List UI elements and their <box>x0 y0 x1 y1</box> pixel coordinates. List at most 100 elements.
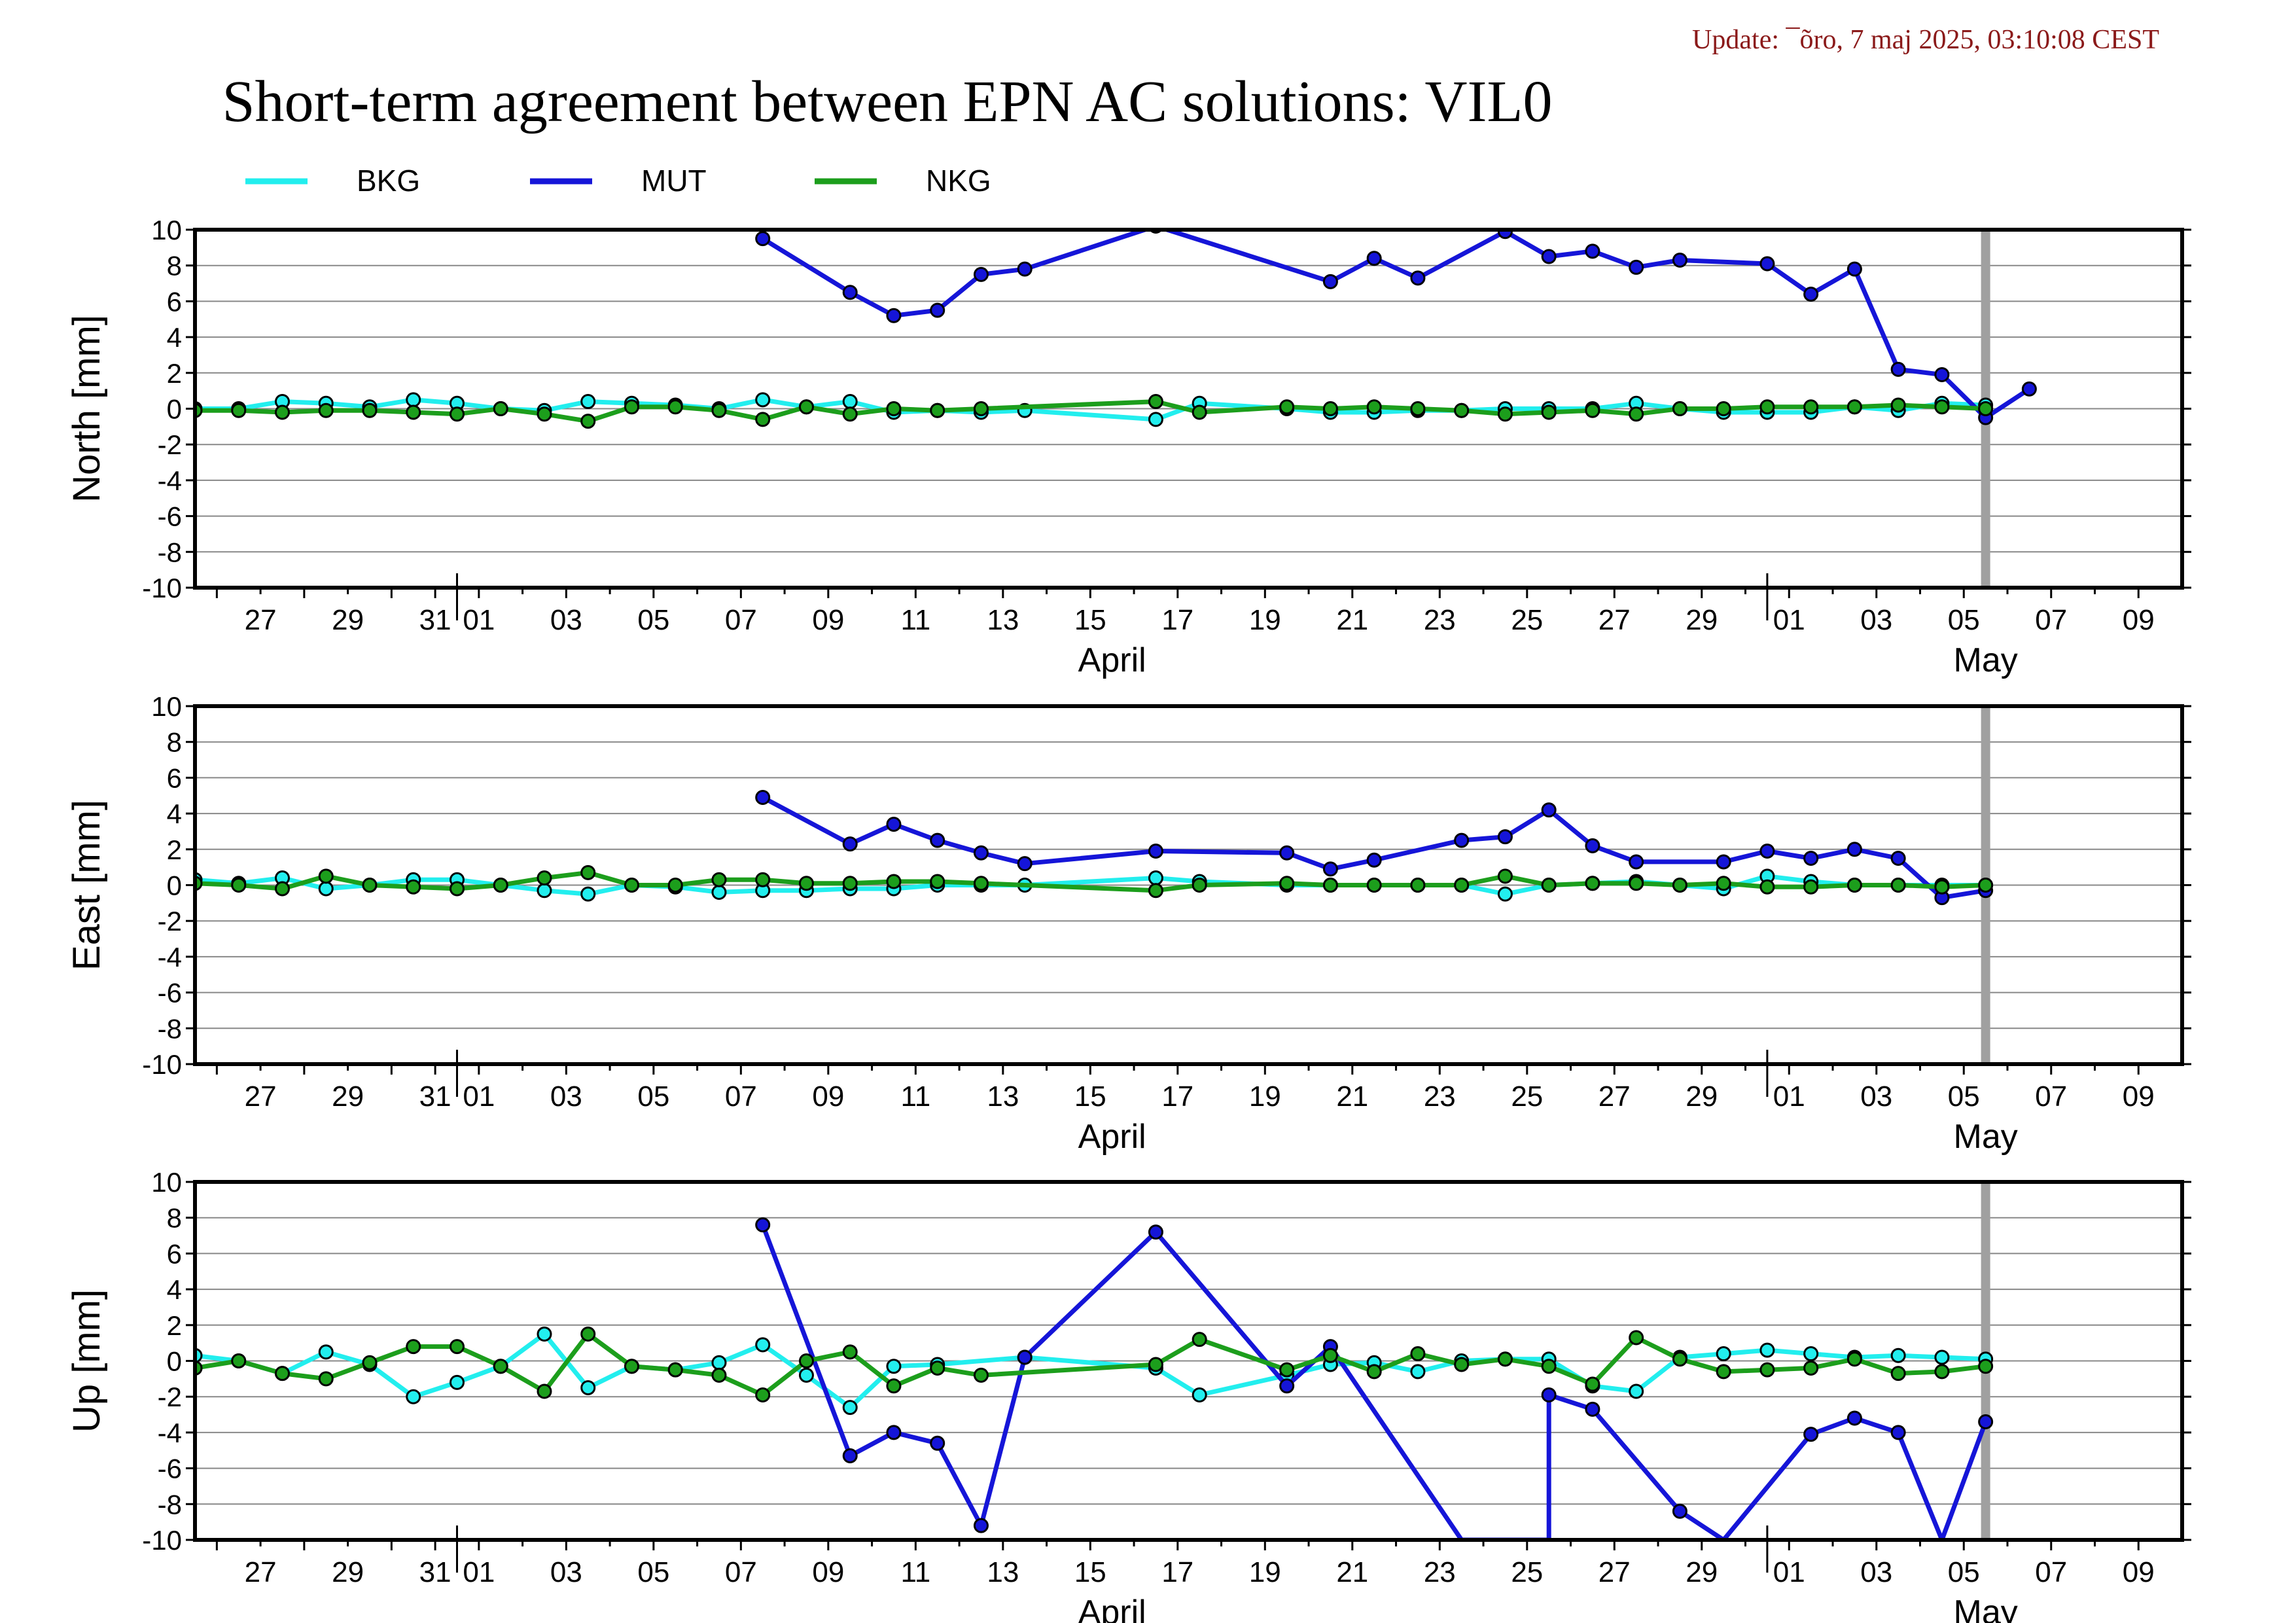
data-point-mut <box>1846 1410 1862 1426</box>
y-tick-label: -4 <box>158 465 182 496</box>
data-point-nkg <box>1934 1364 1950 1380</box>
panel-east: -10 -8 -6 -4 -2 0 2 4 6 8 10 East [mm] 27 29 31 01 03 05 0… <box>65 691 2191 1156</box>
data-point-nkg <box>1716 876 1731 891</box>
plot-frame <box>193 704 2184 1066</box>
data-point-mut <box>1585 838 1600 853</box>
x-tick-label: 27 <box>1598 604 1631 636</box>
y-tick-label: 6 <box>167 286 182 317</box>
data-point-nkg <box>580 1326 596 1342</box>
data-point-bkg <box>537 883 552 899</box>
data-point-nkg <box>537 406 552 422</box>
y-tick-label: 8 <box>167 251 182 281</box>
x-tick-label: 01 <box>463 1556 495 1588</box>
month-label: May <box>1954 1594 2018 1623</box>
data-point-mut <box>973 1518 989 1533</box>
data-point-mut <box>1890 1425 1906 1440</box>
data-point-nkg <box>580 414 596 429</box>
x-tick-label: 05 <box>637 1080 669 1113</box>
x-tick-label: 25 <box>1511 1080 1543 1113</box>
x-tick-label: 09 <box>812 604 844 636</box>
data-point-nkg <box>274 1366 290 1382</box>
y-tick-label: 10 <box>151 215 182 245</box>
y-tick-label: -2 <box>158 906 182 936</box>
data-point-mut <box>1759 256 1775 272</box>
data-point-nkg <box>493 878 508 893</box>
data-point-nkg <box>580 865 596 880</box>
data-point-mut <box>842 285 858 300</box>
x-tick-label: 21 <box>1336 1556 1368 1588</box>
data-point-nkg <box>1716 401 1731 416</box>
data-point-mut <box>1366 251 1382 266</box>
data-point-nkg <box>1803 1360 1819 1376</box>
x-tick-label: 07 <box>2035 1080 2067 1113</box>
x-tick-label: 31 <box>419 1080 451 1113</box>
x-tick-label: 17 <box>1161 1556 1193 1588</box>
data-point-bkg <box>1192 1387 1207 1402</box>
x-tick-label: 19 <box>1249 604 1281 636</box>
chart-panels: -10 -8 -6 -4 -2 0 2 4 6 8 10 North [mm] 27 29 31 01 03 05… <box>65 215 2191 1623</box>
y-tick-label: 8 <box>167 727 182 758</box>
data-point-mut <box>930 302 945 318</box>
y-tick-label: -10 <box>142 573 182 603</box>
data-point-nkg <box>1890 1366 1906 1382</box>
data-point-nkg <box>1759 879 1775 895</box>
x-tick-label: 05 <box>637 1556 669 1588</box>
data-point-nkg <box>1629 876 1644 891</box>
x-tick-label: 15 <box>1074 604 1106 636</box>
data-point-nkg <box>973 401 989 416</box>
series-nkg <box>195 865 1994 899</box>
data-point-mut <box>973 266 989 282</box>
data-point-nkg <box>711 1367 727 1383</box>
x-tick-label: 27 <box>1598 1556 1631 1588</box>
y-tick-label: 6 <box>167 762 182 793</box>
data-point-nkg <box>1148 883 1163 899</box>
y-tick-label: -8 <box>158 1013 182 1044</box>
data-point-nkg <box>1672 401 1687 416</box>
x-tick-label: 21 <box>1336 1080 1368 1113</box>
data-point-bkg <box>1803 1346 1819 1362</box>
x-tick-label: 27 <box>245 1556 277 1588</box>
data-point-mut <box>1541 1387 1557 1402</box>
data-point-nkg <box>1846 1351 1862 1367</box>
panel-north: -10 -8 -6 -4 -2 0 2 4 6 8 10 North [mm] 27 29 31 01 03 05… <box>65 215 2191 679</box>
data-point-nkg <box>711 872 727 887</box>
data-point-nkg <box>1672 878 1687 893</box>
data-point-nkg <box>930 402 945 418</box>
x-tick-label: 15 <box>1074 1556 1106 1588</box>
data-point-mut <box>1541 249 1557 264</box>
y-tick-label: -10 <box>142 1049 182 1080</box>
data-point-nkg <box>973 876 989 891</box>
y-tick-label: 2 <box>167 834 182 865</box>
x-tick-label: 29 <box>1686 1556 1718 1588</box>
series-line-mut <box>760 1224 1988 1540</box>
x-tick-label: 01 <box>463 1080 495 1113</box>
y-tick-label: -6 <box>158 978 182 1008</box>
data-point-nkg <box>1497 868 1513 884</box>
y-tick-label: 2 <box>167 358 182 389</box>
x-tick-label: 31 <box>419 1556 451 1588</box>
x-tick-label: 23 <box>1424 1556 1456 1588</box>
data-point-bkg <box>1759 1342 1775 1358</box>
data-point-mut <box>1803 850 1819 866</box>
data-point-nkg <box>493 401 508 416</box>
x-tick-label: 11 <box>900 1080 930 1113</box>
month-label: April <box>1078 641 1146 679</box>
data-point-nkg <box>755 1387 771 1402</box>
data-point-bkg <box>842 394 858 410</box>
data-point-bkg <box>1629 1383 1644 1399</box>
x-tick-label: 29 <box>1686 604 1718 636</box>
data-point-mut <box>1672 1503 1687 1519</box>
x-tick-label: 25 <box>1511 1556 1543 1588</box>
data-point-nkg <box>1759 399 1775 415</box>
data-point-mut <box>886 817 902 832</box>
data-point-nkg <box>1366 1364 1382 1380</box>
data-point-mut <box>1890 850 1906 866</box>
x-tick-label: 05 <box>637 604 669 636</box>
data-point-mut <box>1585 1401 1600 1417</box>
data-point-mut <box>1672 252 1687 268</box>
month-label: May <box>1954 1118 2018 1156</box>
x-tick-label: 19 <box>1249 1080 1281 1113</box>
data-point-bkg <box>842 1400 858 1416</box>
data-point-nkg <box>1672 1351 1687 1367</box>
data-point-nkg <box>1322 1347 1338 1363</box>
